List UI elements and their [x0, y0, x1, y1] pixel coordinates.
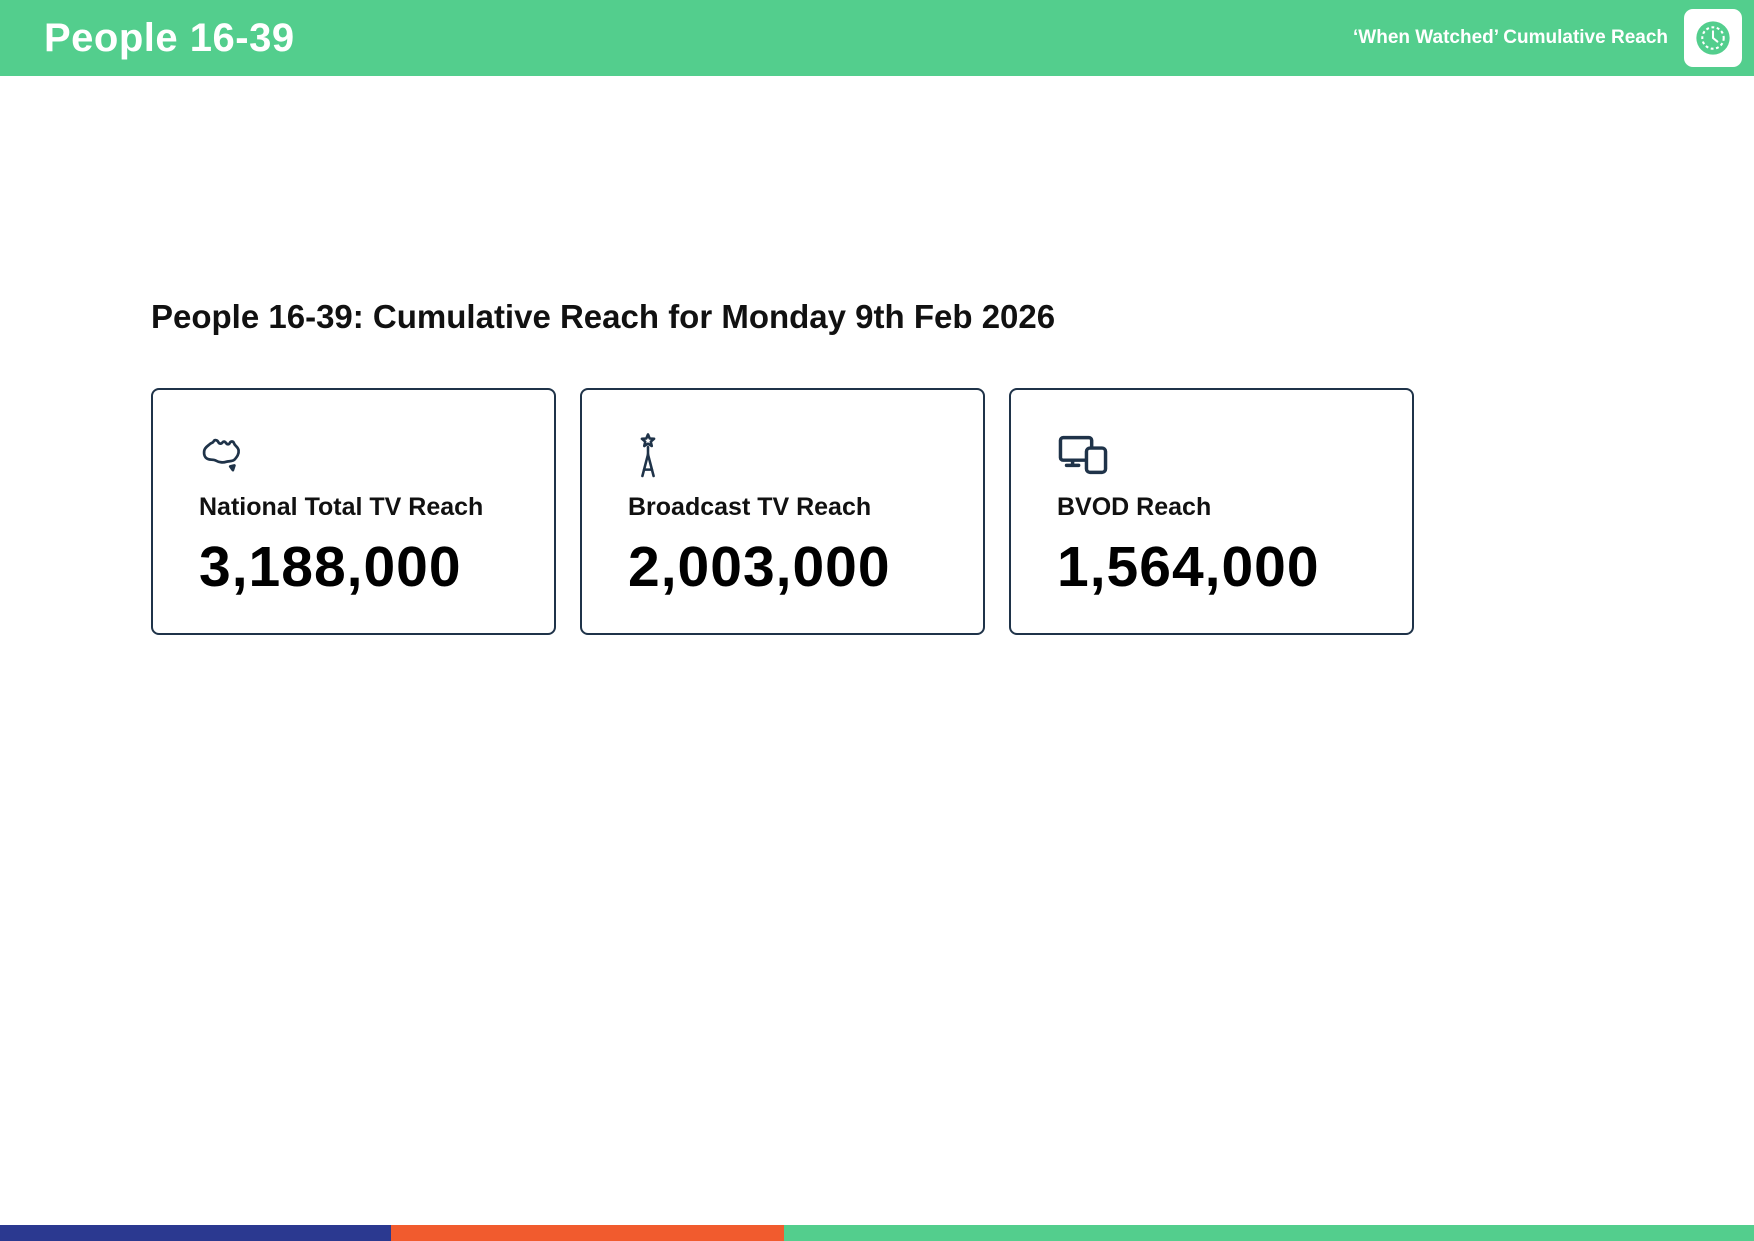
screens-devices-icon [1057, 432, 1388, 480]
footer-segment-orange [391, 1225, 785, 1241]
footer-accent-bar [0, 1225, 1754, 1241]
footer-segment-green [784, 1225, 1754, 1241]
australia-map-icon [199, 432, 530, 480]
card-value: 3,188,000 [199, 535, 462, 599]
header-bar: People 16-39 ‘When Watched’ Cumulative R… [0, 0, 1754, 76]
card-value: 1,564,000 [1057, 535, 1320, 599]
footer-segment-blue [0, 1225, 392, 1241]
stat-cards: National Total TV Reach 3,188,000 Broadc… [151, 388, 1754, 635]
card-label: BVOD Reach [1057, 493, 1212, 521]
stat-card-bvod-reach: BVOD Reach 1,564,000 [1009, 388, 1414, 635]
broadcast-tower-icon [628, 432, 959, 480]
clock-icon [1684, 9, 1742, 67]
main-content: People 16-39: Cumulative Reach for Monda… [0, 76, 1754, 635]
card-value: 2,003,000 [628, 535, 891, 599]
stat-card-national-total-tv-reach: National Total TV Reach 3,188,000 [151, 388, 556, 635]
page-title: People 16-39: Cumulative Reach for Monda… [151, 298, 1056, 335]
card-label: Broadcast TV Reach [628, 493, 872, 521]
header-subtitle: ‘When Watched’ Cumulative Reach [1353, 27, 1668, 48]
stat-card-broadcast-tv-reach: Broadcast TV Reach 2,003,000 [580, 388, 985, 635]
header-right-group: ‘When Watched’ Cumulative Reach [1353, 9, 1742, 67]
header-title: People 16-39 [44, 15, 295, 60]
card-label: National Total TV Reach [199, 493, 484, 521]
